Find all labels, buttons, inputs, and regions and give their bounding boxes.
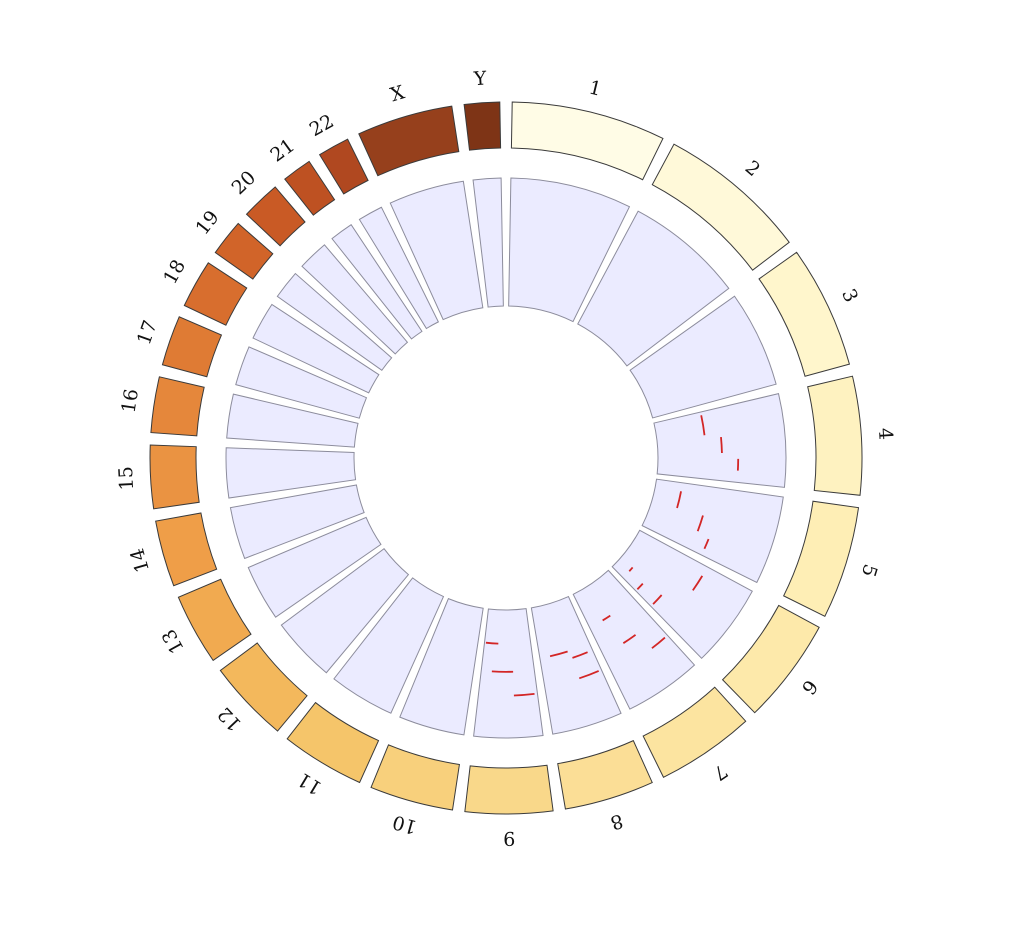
segment-chr4-2 <box>700 415 706 436</box>
segment-chr6-6 <box>692 575 704 591</box>
ideogram-chr-16 <box>150 376 205 437</box>
ideogram-chr-x <box>358 105 460 177</box>
segment-chr7-12 <box>602 614 611 622</box>
segment-chr6-9 <box>628 566 634 572</box>
track-chr-9 <box>473 608 544 739</box>
chromosome-label-3: 3 <box>837 286 862 306</box>
segment-chr9-16 <box>513 692 535 697</box>
ideogram-chr-14 <box>155 512 218 587</box>
segment-chr6-8 <box>636 583 644 590</box>
segment-chr5-4 <box>696 515 704 532</box>
ideogram-chr-21 <box>284 160 336 216</box>
segment-chr7-10 <box>651 636 666 649</box>
track-chr-17 <box>235 346 368 419</box>
segment-chr4-1 <box>720 436 723 454</box>
chromosome-label-6: 6 <box>797 675 822 698</box>
segment-chr9-18 <box>485 641 499 645</box>
track-chr-1 <box>508 177 631 323</box>
chromosome-label-13: 13 <box>158 625 189 657</box>
chromosome-label-5: 5 <box>857 561 882 579</box>
data-track-ring <box>225 177 787 739</box>
ideogram-chr-19 <box>214 222 274 280</box>
segment-layer <box>485 415 740 697</box>
ideogram-chr-10 <box>370 744 460 811</box>
track-chr-22 <box>358 206 440 330</box>
chromosome-label-16: 16 <box>118 387 143 414</box>
ideogram-chr-1 <box>510 101 664 181</box>
ideogram-chr-18 <box>183 262 248 326</box>
chromosome-label-x: X <box>388 81 408 106</box>
track-chr-x <box>389 180 484 321</box>
ideogram-chr-20 <box>245 186 306 247</box>
track-chr-10 <box>399 597 484 736</box>
chromosome-label-22: 22 <box>306 110 338 141</box>
chromosome-label-18: 18 <box>159 256 190 288</box>
ideogram-ring <box>149 101 863 815</box>
ideogram-chr-2 <box>651 143 790 271</box>
ideogram-chr-11 <box>286 701 380 784</box>
chromosome-label-8: 8 <box>608 809 626 834</box>
track-chr-11 <box>333 577 445 714</box>
ideogram-chr-12 <box>219 642 308 732</box>
ideogram-chr-5 <box>782 500 860 617</box>
track-chr-18 <box>252 303 380 394</box>
segment-chr8-15 <box>549 650 568 658</box>
ideogram-chr-17 <box>161 316 223 378</box>
segment-chr6-7 <box>652 594 663 605</box>
track-chr-4 <box>653 393 787 488</box>
ideogram-chr-15 <box>149 444 200 510</box>
chromosome-label-15: 15 <box>115 466 138 491</box>
ideogram-chr-y <box>463 101 502 151</box>
ideogram-chr-9 <box>464 764 554 815</box>
track-chr-19 <box>276 272 393 371</box>
chromosome-label-9: 9 <box>503 827 515 849</box>
chromosome-label-21: 21 <box>266 135 298 167</box>
segment-chr8-13 <box>578 670 600 680</box>
chromosome-label-2: 2 <box>741 156 764 181</box>
track-chr-8 <box>530 595 622 735</box>
chromosome-label-10: 10 <box>390 810 419 838</box>
track-chr-14 <box>229 484 365 560</box>
track-chr-16 <box>226 393 359 448</box>
track-chr-15 <box>225 447 357 499</box>
ideogram-chr-13 <box>177 578 252 662</box>
track-chr-y <box>472 177 504 308</box>
track-chr-21 <box>331 224 423 340</box>
chromosome-label-19: 19 <box>191 207 223 240</box>
track-chr-6 <box>611 529 753 660</box>
ideogram-chr-3 <box>758 251 851 377</box>
ideogram-chr-8 <box>557 739 653 810</box>
chromosome-label-y: Y <box>472 67 487 90</box>
ideogram-chr-7 <box>642 686 747 778</box>
segment-chr8-14 <box>572 651 588 659</box>
chromosome-label-17: 17 <box>133 317 162 347</box>
segment-chr5-3 <box>703 538 710 550</box>
chromosome-label-4: 4 <box>874 427 897 440</box>
segment-chr7-11 <box>622 634 637 644</box>
track-chr-2 <box>577 210 730 367</box>
chromosome-label-20: 20 <box>228 167 261 200</box>
ideogram-chr-6 <box>721 604 820 714</box>
track-chr-13 <box>247 516 382 618</box>
chromosome-label-12: 12 <box>213 703 246 736</box>
chromosome-label-11: 11 <box>294 768 326 799</box>
track-chr-3 <box>629 295 777 419</box>
chromosome-label-14: 14 <box>126 546 154 575</box>
track-chr-20 <box>301 244 409 355</box>
ideogram-chr-22 <box>318 138 369 195</box>
track-chr-7 <box>572 569 696 710</box>
track-chr-12 <box>280 548 410 674</box>
chromosome-label-1: 1 <box>587 77 604 101</box>
segment-chr5-5 <box>676 491 682 509</box>
chromosome-label-7: 7 <box>709 759 731 784</box>
ideogram-chr-4 <box>807 375 863 496</box>
